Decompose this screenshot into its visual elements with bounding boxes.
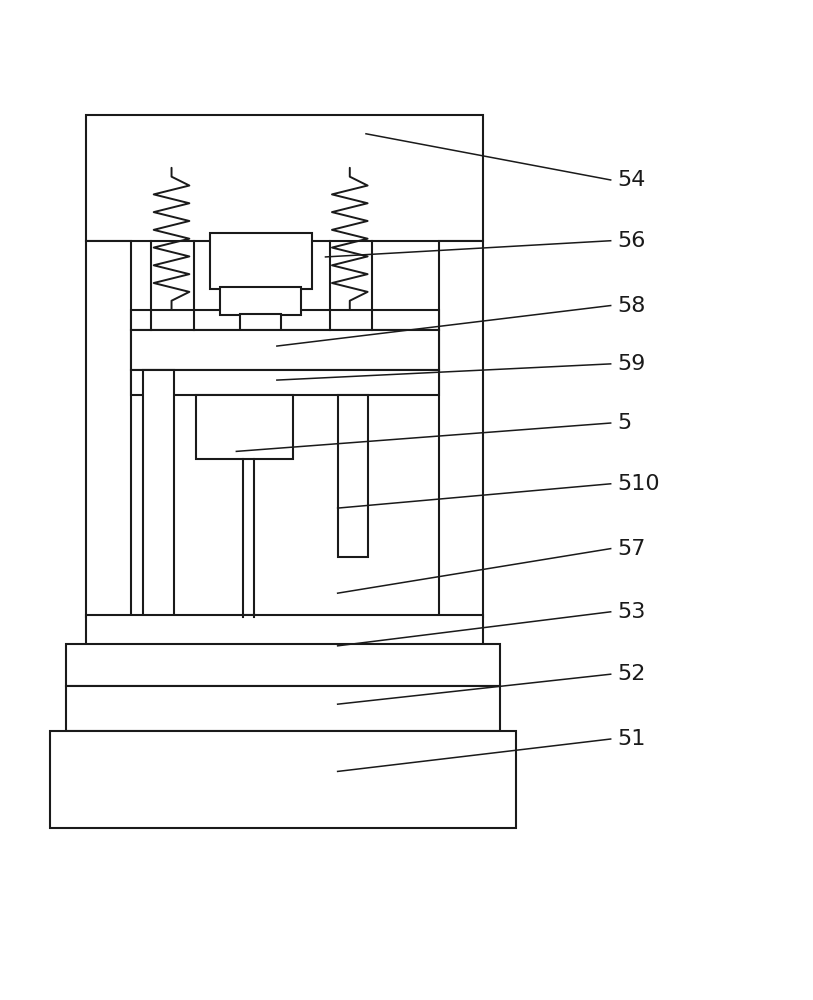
Text: 510: 510 xyxy=(617,474,660,494)
Text: 54: 54 xyxy=(617,170,646,190)
Text: 53: 53 xyxy=(617,602,646,622)
Bar xyxy=(86,115,484,241)
Text: 5: 5 xyxy=(617,413,632,433)
Bar xyxy=(131,330,439,370)
Bar xyxy=(211,233,311,289)
Text: 51: 51 xyxy=(617,729,646,749)
Bar xyxy=(50,731,516,828)
Text: 59: 59 xyxy=(617,354,646,374)
Bar xyxy=(439,241,484,617)
Bar xyxy=(86,615,484,646)
Bar xyxy=(337,395,368,557)
Text: 58: 58 xyxy=(617,296,646,316)
Bar xyxy=(86,241,131,617)
Bar xyxy=(131,310,439,330)
Bar xyxy=(131,370,439,395)
Bar xyxy=(143,370,174,617)
Bar xyxy=(66,686,500,731)
Text: 56: 56 xyxy=(617,231,646,251)
Bar xyxy=(241,314,281,330)
Bar xyxy=(244,615,255,630)
Bar xyxy=(220,287,301,315)
Bar xyxy=(66,644,500,686)
Text: 57: 57 xyxy=(617,539,646,559)
Text: 52: 52 xyxy=(617,664,646,684)
Bar xyxy=(196,395,293,459)
